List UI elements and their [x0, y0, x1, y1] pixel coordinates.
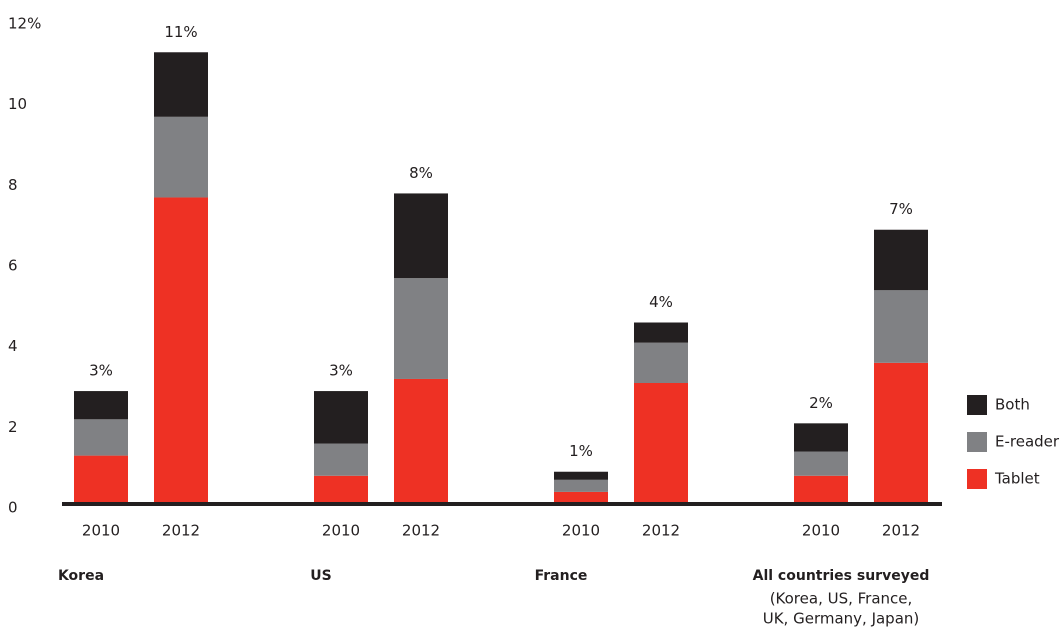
total-label: 2%	[809, 394, 833, 412]
y-tick-label: 12%	[8, 15, 41, 33]
total-label: 3%	[329, 362, 353, 380]
x-tick-label: 2012	[882, 522, 920, 540]
bar-segment	[154, 197, 208, 504]
x-tick-label: 2012	[162, 522, 200, 540]
total-label: 11%	[164, 23, 197, 41]
bar-segment	[394, 193, 448, 279]
bar-segment	[554, 491, 608, 504]
legend-swatch	[967, 432, 987, 452]
group-label: France	[535, 568, 588, 584]
bar-segment	[554, 471, 608, 480]
y-tick-label: 2	[8, 418, 18, 436]
legend-swatch	[967, 395, 987, 415]
bar-segment	[874, 362, 928, 504]
group-label: US	[310, 568, 331, 584]
bar-segment	[314, 391, 368, 444]
x-tick-label: 2012	[402, 522, 440, 540]
legend-label: Tablet	[994, 470, 1040, 488]
bar-segment	[394, 378, 448, 504]
y-tick-label: 8	[8, 176, 18, 194]
group-label: Korea	[58, 568, 104, 584]
y-tick-label: 10	[8, 95, 27, 113]
x-tick-label: 2010	[82, 522, 120, 540]
bar-segment	[554, 479, 608, 492]
bar-segment	[874, 229, 928, 291]
bar-segment	[794, 423, 848, 452]
total-label: 1%	[569, 442, 593, 460]
bar-segment	[394, 278, 448, 379]
group-note: UK, Germany, Japan)	[763, 610, 920, 628]
total-label: 4%	[649, 293, 673, 311]
bar-segment	[74, 455, 128, 504]
x-tick-label: 2010	[802, 522, 840, 540]
bar-segment	[154, 116, 208, 198]
total-label: 3%	[89, 362, 113, 380]
x-tick-label: 2012	[642, 522, 680, 540]
y-tick-label: 0	[8, 499, 18, 517]
bar-segment	[314, 443, 368, 476]
bar-segment	[634, 383, 688, 504]
x-tick-label: 2010	[562, 522, 600, 540]
group-label: All countries surveyed	[753, 568, 930, 584]
bar-segment	[874, 290, 928, 363]
bar-segment	[794, 475, 848, 504]
total-label: 7%	[889, 200, 913, 218]
bar-segment	[634, 322, 688, 343]
legend-label: Both	[995, 396, 1030, 414]
y-tick-label: 6	[8, 257, 18, 275]
bar-segment	[74, 419, 128, 456]
y-tick-label: 4	[8, 337, 18, 355]
bar-segment	[794, 451, 848, 476]
legend-swatch	[967, 469, 987, 489]
group-note: (Korea, US, France,	[770, 590, 913, 608]
bar-segment	[74, 391, 128, 420]
bar-segment	[314, 475, 368, 504]
bar-segment	[634, 342, 688, 383]
x-tick-label: 2010	[322, 522, 360, 540]
total-label: 8%	[409, 164, 433, 182]
legend-label: E-reader	[995, 433, 1060, 451]
bar-segment	[154, 52, 208, 117]
